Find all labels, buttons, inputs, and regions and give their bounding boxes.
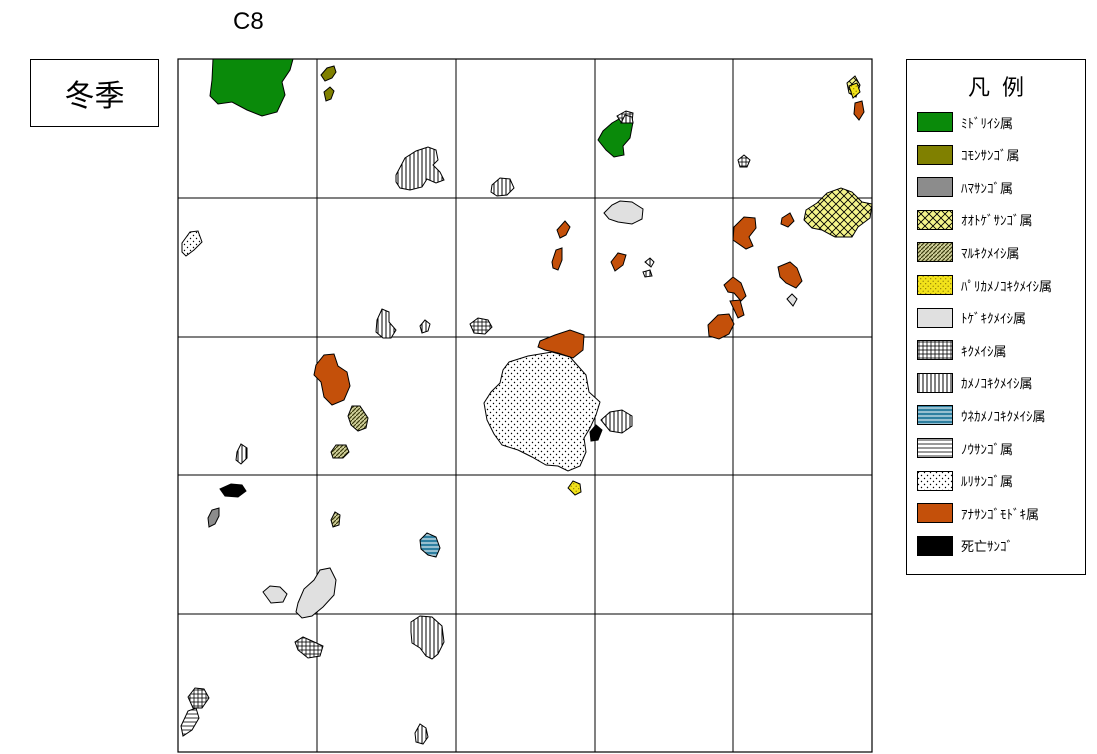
season-label-box: 冬季 bbox=[30, 59, 159, 127]
coral-patch-kamenoko bbox=[414, 723, 429, 745]
legend-item: ﾉｳｻﾝｺﾞ属 bbox=[917, 437, 1013, 459]
coral-patch-togekikumeishi bbox=[295, 567, 337, 619]
gray-solid-swatch bbox=[917, 177, 953, 198]
legend-item-label: ﾏﾙｷｸﾒｲｼ属 bbox=[961, 246, 1020, 262]
coral-patch-anasangomodoki bbox=[551, 247, 563, 271]
coral-patch-marukikumeishi bbox=[330, 444, 350, 459]
coral-patch-unekamenoko bbox=[419, 532, 441, 558]
legend-item: ｳﾈｶﾒﾉｺｷｸﾒｲｼ属 bbox=[917, 404, 1046, 426]
season-label: 冬季 bbox=[64, 79, 125, 114]
legend-box: 凡例 ﾐﾄﾞﾘｲｼ属 ｺﾓﾝｻﾝｺﾞ属 ﾊﾏｻﾝｺﾞ属 ｵｵﾄｹﾞｻﾝｺﾞ属 ﾏﾙｷｸﾒ… bbox=[906, 59, 1086, 575]
map-code-label: C8 bbox=[233, 8, 264, 35]
coral-patch-anasangomodoki bbox=[780, 212, 795, 228]
coral-patch-anasangomodoki bbox=[853, 100, 865, 121]
coral-patch-kikumeishi bbox=[469, 317, 493, 335]
legend-item-label: ﾐﾄﾞﾘｲｼ属 bbox=[961, 116, 1014, 132]
dotted-swatch bbox=[917, 470, 953, 491]
lightgray-solid-swatch bbox=[917, 307, 953, 328]
coral-patch-ootoge bbox=[803, 187, 873, 238]
legend-item-label: ﾙﾘｻﾝｺﾞ属 bbox=[961, 475, 1014, 491]
legend-item-label: ｵｵﾄｹﾞｻﾝｺﾞ属 bbox=[961, 214, 1033, 230]
coral-patch-togekikumeishi bbox=[262, 585, 288, 604]
legend-item-label: ｱﾅｻﾝｺﾞﾓﾄﾞｷ属 bbox=[961, 507, 1040, 523]
legend-item: ﾐﾄﾞﾘｲｼ属 bbox=[917, 111, 1013, 133]
coral-patch-anasangomodoki bbox=[556, 220, 571, 239]
black-solid-swatch bbox=[917, 535, 953, 556]
coral-patch-kamenoko bbox=[642, 269, 653, 278]
blue-striped-swatch bbox=[917, 405, 953, 426]
coral-patch-kamenoko bbox=[375, 308, 397, 339]
yellow-dotted-swatch bbox=[917, 275, 953, 295]
yellow-crosshatch-swatch bbox=[917, 209, 953, 230]
legend-item-label: ﾊﾏｻﾝｺﾞ属 bbox=[961, 181, 1014, 197]
coral-patch-hamasango bbox=[207, 507, 220, 528]
grid-swatch bbox=[917, 340, 953, 361]
legend-item: ﾙﾘｻﾝｺﾞ属 bbox=[917, 470, 1013, 492]
coral-patch-anasangomodoki bbox=[723, 276, 747, 302]
legend-item: ﾄｹﾞｷｸﾒｲｼ属 bbox=[917, 307, 1026, 329]
legend-item: ｱﾅｻﾝｺﾞﾓﾄﾞｷ属 bbox=[917, 502, 1039, 524]
olive-diagonal-swatch bbox=[917, 242, 953, 263]
orange-solid-swatch bbox=[917, 503, 953, 524]
legend-item: ｺﾓﾝｻﾝｺﾞ属 bbox=[917, 144, 1020, 166]
coral-patch-kamenoko bbox=[620, 114, 634, 124]
legend-item-label: ｳﾈｶﾒﾉｺｷｸﾒｲｼ属 bbox=[961, 409, 1046, 425]
coral-patch-anasangomodoki bbox=[777, 261, 803, 289]
legend-item-label: ｺﾓﾝｻﾝｺﾞ属 bbox=[961, 149, 1020, 165]
coral-patch-anasangomodoki bbox=[313, 353, 351, 406]
coral-patch-noosango bbox=[180, 707, 200, 737]
legend-item: ﾊﾟﾘｶﾒﾉｺｷｸﾒｲｼ属 bbox=[917, 274, 1052, 296]
coral-patch-parikamenoko bbox=[567, 480, 582, 496]
map-frame bbox=[177, 58, 873, 753]
coral-patch-komon bbox=[320, 65, 337, 82]
legend-item-label: ｶﾒﾉｺｷｸﾒｲｼ属 bbox=[961, 377, 1033, 393]
coral-patch-anasangomodoki bbox=[732, 216, 757, 250]
legend-item: ﾊﾏｻﾝｺﾞ属 bbox=[917, 176, 1013, 198]
coral-patch-togekikumeishi bbox=[603, 200, 644, 225]
coral-patch-marukikumeishi bbox=[330, 511, 341, 528]
coral-patch-kamenoko bbox=[600, 409, 633, 434]
legend-item: ｷｸﾒｲｼ属 bbox=[917, 339, 1007, 361]
legend-item-label: ｷｸﾒｲｼ属 bbox=[961, 344, 1007, 360]
coral-patch-midoriishi bbox=[209, 58, 294, 117]
coral-patch-anasangomodoki bbox=[610, 252, 627, 272]
coral-patch-kikumeishi bbox=[187, 687, 210, 709]
coral-patch-togekikumeishi bbox=[786, 293, 798, 307]
legend-item: ｵｵﾄｹﾞｻﾝｺﾞ属 bbox=[917, 209, 1033, 231]
horizontal-lines-swatch bbox=[917, 438, 953, 458]
legend-item-label: ﾄｹﾞｷｸﾒｲｼ属 bbox=[961, 312, 1027, 328]
coral-patch-dead bbox=[589, 424, 603, 442]
coral-patch-komon bbox=[323, 86, 335, 102]
legend-item: 死亡ｻﾝｺﾞ bbox=[917, 535, 1013, 557]
coral-patch-kamenoko bbox=[410, 615, 445, 660]
coral-patch-rurisango bbox=[181, 230, 203, 257]
legend-item: ｶﾒﾉｺｷｸﾒｲｼ属 bbox=[917, 372, 1033, 394]
olive-solid-swatch bbox=[917, 144, 953, 165]
coral-patch-kikumeishi bbox=[294, 636, 324, 659]
coral-patch-marukikumeishi bbox=[347, 405, 369, 432]
legend-item: ﾏﾙｷｸﾒｲｼ属 bbox=[917, 241, 1020, 263]
coral-patches bbox=[180, 58, 873, 745]
legend-title: 凡例 bbox=[967, 76, 1036, 101]
coral-patch-anasangomodoki bbox=[707, 313, 735, 340]
coral-patch-kamenoko bbox=[235, 443, 248, 465]
coral-patch-parikamenoko bbox=[848, 82, 861, 99]
coral-patch-kamenoko bbox=[490, 177, 515, 197]
coral-patch-kikumeishi bbox=[737, 154, 751, 168]
legend-item-label: ﾊﾟﾘｶﾒﾉｺｷｸﾒｲｼ属 bbox=[961, 279, 1053, 295]
legend-item-label: 死亡ｻﾝｺﾞ bbox=[961, 540, 1014, 556]
coral-patch-rurisango bbox=[483, 351, 601, 472]
coral-patch-kamenoko bbox=[419, 319, 431, 334]
legend-item-label: ﾉｳｻﾝｺﾞ属 bbox=[961, 442, 1014, 458]
green-solid-swatch bbox=[917, 112, 953, 132]
coral-patch-dead bbox=[219, 483, 247, 498]
coral-patch-kamenoko bbox=[395, 146, 445, 191]
vertical-lines-swatch bbox=[917, 372, 953, 393]
coral-patch-anasangomodoki bbox=[729, 299, 745, 319]
coral-patch-anasangomodoki bbox=[537, 329, 585, 359]
coral-patch-kamenoko bbox=[644, 257, 655, 268]
